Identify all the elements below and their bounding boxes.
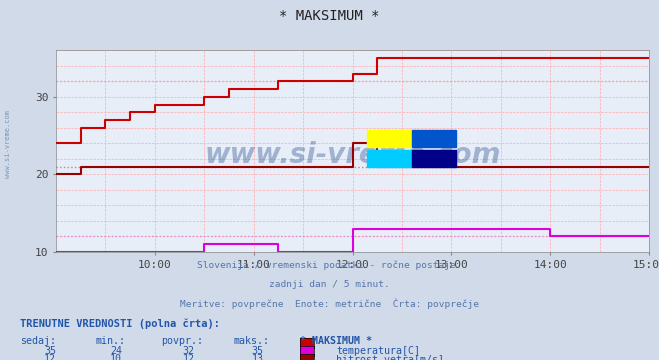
Text: 35: 35	[44, 346, 56, 356]
Text: min.:: min.:	[96, 336, 126, 346]
Text: * MAKSIMUM *: * MAKSIMUM *	[300, 336, 372, 346]
Text: hitrost vetra[m/s]: hitrost vetra[m/s]	[336, 354, 444, 360]
Text: maks.:: maks.:	[234, 336, 270, 346]
Text: sedaj:: sedaj:	[20, 336, 56, 346]
Text: zadnji dan / 5 minut.: zadnji dan / 5 minut.	[269, 280, 390, 289]
Text: 24: 24	[110, 346, 122, 356]
Text: 13: 13	[252, 354, 264, 360]
Text: 10: 10	[110, 354, 122, 360]
Text: * MAKSIMUM *: * MAKSIMUM *	[279, 9, 380, 23]
Text: Meritve: povprečne  Enote: metrične  Črta: povprečje: Meritve: povprečne Enote: metrične Črta:…	[180, 298, 479, 309]
Text: 12: 12	[183, 354, 194, 360]
Text: 32: 32	[183, 346, 194, 356]
Text: www.si-vreme.com: www.si-vreme.com	[5, 110, 11, 178]
Text: TRENUTNE VREDNOSTI (polna črta):: TRENUTNE VREDNOSTI (polna črta):	[20, 319, 219, 329]
Text: 35: 35	[252, 346, 264, 356]
Bar	[412, 150, 456, 167]
Bar	[412, 130, 456, 147]
Text: temperatura[C]: temperatura[C]	[336, 346, 420, 356]
Bar	[367, 130, 412, 147]
Text: 12: 12	[44, 354, 56, 360]
Text: www.si-vreme.com: www.si-vreme.com	[204, 141, 501, 169]
Text: Slovenija / vremenski podatki - ročne postaje.: Slovenija / vremenski podatki - ročne po…	[197, 261, 462, 270]
Bar	[367, 150, 412, 167]
Text: povpr.:: povpr.:	[161, 336, 204, 346]
